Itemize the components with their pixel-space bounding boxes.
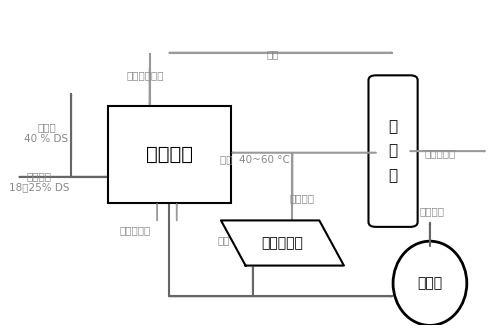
Text: 风机排气: 风机排气 [420,206,445,216]
Text: 补充新鲜空气: 补充新鲜空气 [126,70,163,80]
Text: 干污泥
40 % DS: 干污泥 40 % DS [24,123,69,144]
Text: 补充热源: 补充热源 [290,193,314,203]
Text: 进入暖气站: 进入暖气站 [424,148,456,158]
Text: 太阳能集热: 太阳能集热 [262,236,303,250]
FancyBboxPatch shape [368,75,418,227]
Ellipse shape [393,241,467,325]
Text: 冷水: 冷水 [267,50,279,59]
Polygon shape [221,220,344,266]
Text: 太阳能集热: 太阳能集热 [119,225,151,235]
Text: 换
热
器: 换 热 器 [389,119,398,183]
Text: 鼓风机: 鼓风机 [417,276,443,290]
Bar [108,106,231,203]
Text: 脱水污泥
18～25% DS: 脱水污泥 18～25% DS [9,171,70,193]
Text: 温室大棚: 温室大棚 [146,145,193,164]
Text: 热水  40~60 °C: 热水 40~60 °C [220,154,290,164]
Text: 排除: 排除 [217,235,230,245]
